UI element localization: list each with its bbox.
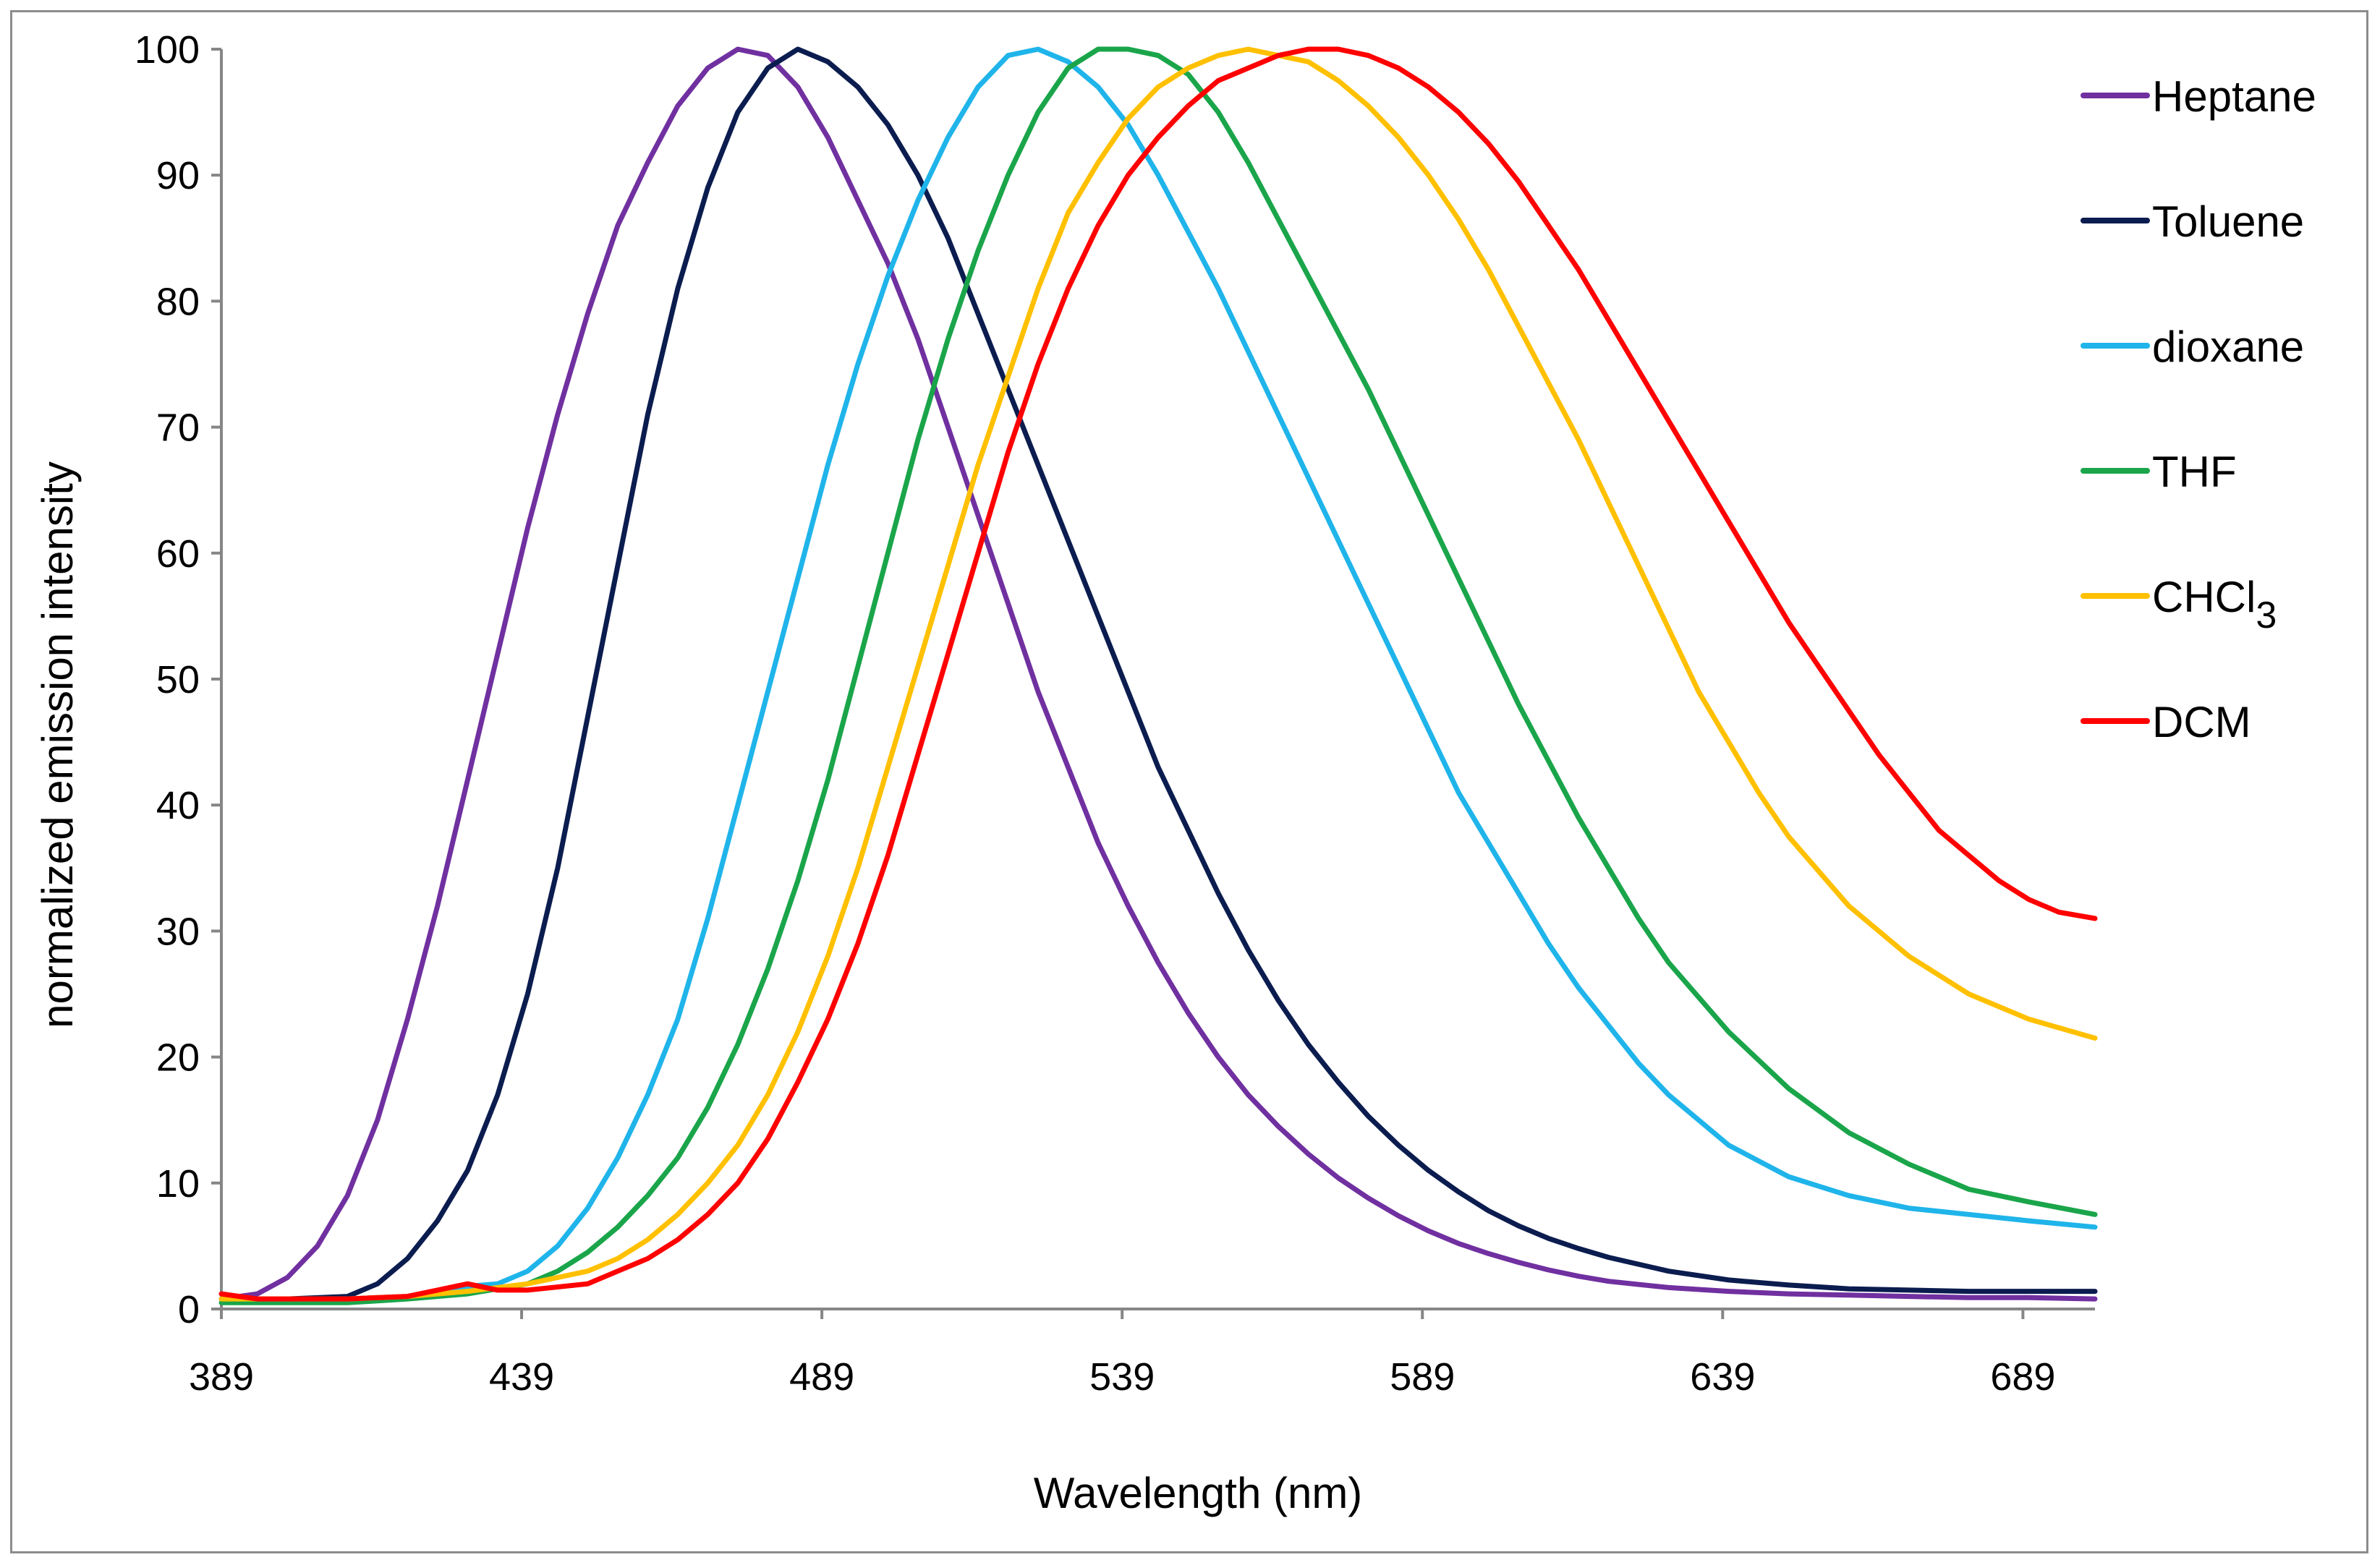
series-layer bbox=[218, 46, 2098, 1305]
x-tick-label: 639 bbox=[1690, 1355, 1755, 1399]
legend-label-heptane: Heptane bbox=[2152, 72, 2316, 121]
y-axis-ticks: 0 10 20 30 40 50 60 70 80 90 100 bbox=[135, 28, 221, 1331]
legend-label-dioxane: dioxane bbox=[2152, 323, 2304, 371]
x-tick-label: 589 bbox=[1390, 1355, 1455, 1399]
legend-label-text: dioxane bbox=[2152, 323, 2304, 371]
y-tick-label: 80 bbox=[156, 280, 200, 323]
legend-label-subscript: 3 bbox=[2256, 594, 2277, 636]
y-axis-title: normalized emission intensity bbox=[33, 461, 82, 1028]
series-line-dioxane bbox=[218, 46, 2098, 1302]
legend-label-chcl3: CHCl3 bbox=[2152, 573, 2277, 636]
x-tick-label: 489 bbox=[789, 1355, 854, 1399]
y-tick-label: 60 bbox=[156, 532, 200, 576]
legend-label-text: Toluene bbox=[2152, 197, 2304, 246]
legend: Heptane Toluene dioxane THF CHCl3 DCM bbox=[2081, 72, 2316, 746]
y-tick-label: 90 bbox=[156, 154, 200, 197]
y-tick-label: 40 bbox=[156, 784, 200, 827]
y-tick-label: 20 bbox=[156, 1036, 200, 1080]
y-tick-label: 0 bbox=[178, 1288, 200, 1331]
y-tick-label: 50 bbox=[156, 658, 200, 702]
x-axis-title: Wavelength (nm) bbox=[1034, 1469, 1363, 1517]
series-line-dcm bbox=[218, 46, 2098, 1302]
x-tick-label: 389 bbox=[189, 1355, 254, 1399]
legend-label-text: CHCl bbox=[2152, 573, 2256, 621]
legend-label-text: THF bbox=[2152, 448, 2237, 496]
legend-label-thf: THF bbox=[2152, 448, 2237, 496]
legend-label-text: Heptane bbox=[2152, 72, 2316, 121]
series-line-toluene bbox=[218, 46, 2098, 1302]
legend-label-text: DCM bbox=[2152, 698, 2251, 746]
y-tick-label: 100 bbox=[135, 28, 200, 72]
x-tick-label: 439 bbox=[489, 1355, 554, 1399]
legend-label-dcm: DCM bbox=[2152, 698, 2251, 746]
plot-area bbox=[220, 49, 2095, 1310]
x-axis-ticks: 389 439 489 539 589 639 689 bbox=[189, 1309, 2055, 1399]
series-line-thf bbox=[218, 46, 2098, 1305]
legend-label-toluene: Toluene bbox=[2152, 197, 2304, 246]
y-tick-label: 30 bbox=[156, 910, 200, 953]
y-tick-label: 70 bbox=[156, 406, 200, 450]
series-line-chcl3 bbox=[218, 46, 2098, 1302]
x-tick-label: 539 bbox=[1089, 1355, 1155, 1399]
x-tick-label: 689 bbox=[1990, 1355, 2055, 1399]
y-tick-label: 10 bbox=[156, 1162, 200, 1206]
series-line-heptane bbox=[218, 46, 2098, 1302]
